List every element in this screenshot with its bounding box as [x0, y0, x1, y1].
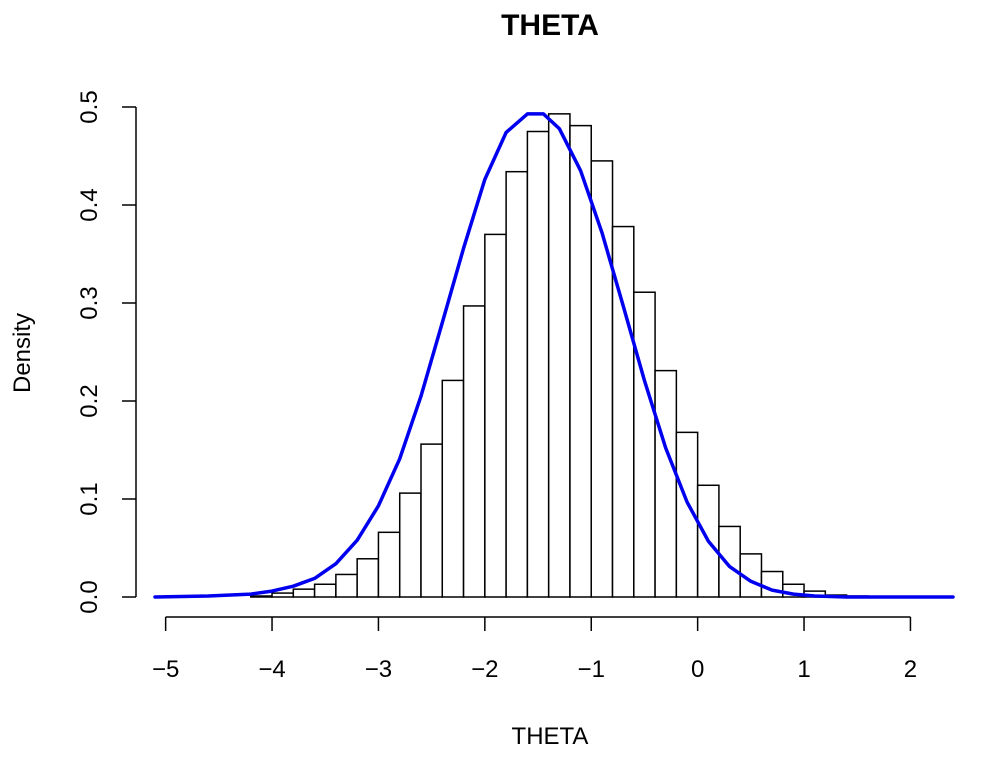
histogram-bar	[377, 531, 401, 598]
y-tick-label: 0.1	[76, 482, 103, 515]
histogram-bar	[718, 525, 741, 598]
x-tick-label: −2	[471, 656, 498, 683]
histogram-bar	[654, 369, 678, 598]
histogram-bar	[505, 170, 529, 598]
histogram-bar	[633, 291, 656, 598]
density-curve-layer	[153, 112, 955, 599]
chart-title: THETA	[501, 9, 599, 42]
y-axis: 0.0 0.1 0.2 0.3 0.4 0.5	[76, 90, 137, 614]
density-curve	[153, 112, 955, 599]
y-tick-label: 0.4	[76, 188, 103, 221]
histogram-bar	[547, 113, 571, 598]
histogram-bar	[335, 573, 358, 598]
x-tick-label: −1	[578, 656, 605, 683]
y-tick-label: 0.2	[76, 384, 103, 417]
histogram-bar	[484, 233, 507, 598]
histogram-bar	[526, 130, 550, 598]
x-tick-label: 2	[904, 656, 917, 683]
x-tick-label: 0	[691, 656, 704, 683]
histogram-bars	[250, 113, 869, 598]
x-axis: −5 −4 −3 −2 −1 0 1 2	[152, 616, 917, 683]
y-tick-label: 0.3	[76, 286, 103, 319]
histogram-bar	[292, 588, 316, 598]
x-axis-label: THETA	[512, 723, 589, 750]
x-tick-label: −3	[365, 656, 392, 683]
histogram-bar	[590, 160, 614, 598]
histogram-bar	[313, 583, 337, 598]
histogram-bar	[271, 592, 295, 598]
x-tick-label: 1	[797, 656, 810, 683]
histogram-bar	[250, 595, 273, 598]
histogram-bar	[356, 558, 380, 598]
y-axis-label: Density	[9, 313, 36, 393]
histogram-bar	[398, 492, 422, 598]
x-tick-label: −4	[258, 656, 285, 683]
y-tick-label: 0.5	[76, 90, 103, 123]
x-tick-label: −5	[152, 656, 179, 683]
histogram-bar	[420, 443, 444, 598]
histogram-bar	[441, 379, 465, 598]
histogram-bar	[462, 305, 486, 598]
y-tick-label: 0.0	[76, 580, 103, 613]
